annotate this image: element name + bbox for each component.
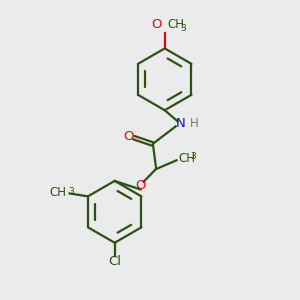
Text: Cl: Cl	[108, 255, 121, 268]
Text: 3: 3	[180, 24, 186, 33]
Text: O: O	[151, 18, 162, 31]
Text: CH: CH	[50, 186, 67, 199]
Text: CH: CH	[178, 152, 195, 165]
Text: O: O	[123, 130, 134, 143]
Text: H: H	[190, 117, 199, 130]
Text: 3: 3	[68, 188, 74, 196]
Text: 3: 3	[190, 152, 196, 161]
Text: CH: CH	[168, 18, 185, 31]
Text: O: O	[135, 179, 146, 192]
Text: N: N	[176, 117, 186, 130]
